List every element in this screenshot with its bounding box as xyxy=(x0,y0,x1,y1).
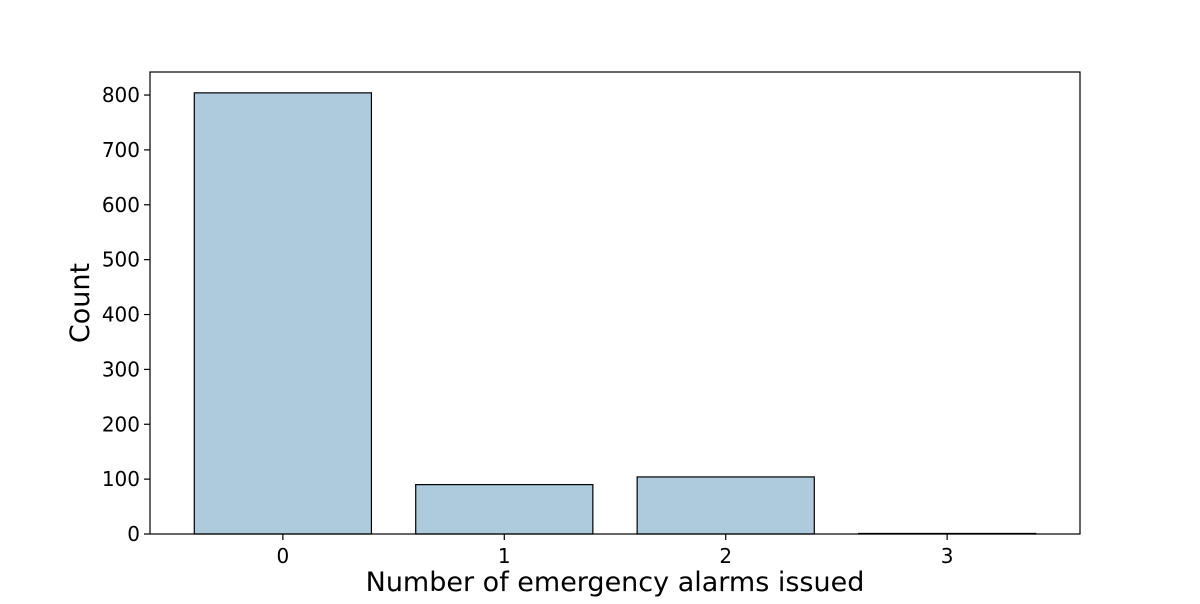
y-axis: 0 100 200 300 400 500 600 700 800 xyxy=(102,83,150,546)
x-tick-label: 3 xyxy=(941,544,954,568)
bars-layer xyxy=(193,92,1037,535)
bar-0 xyxy=(193,92,373,535)
x-tick-label: 1 xyxy=(498,544,511,568)
plot-area-frame xyxy=(149,71,1081,535)
y-tick-label: 600 xyxy=(102,193,140,217)
bar-2 xyxy=(636,476,815,535)
y-tick-label: 800 xyxy=(102,83,140,107)
y-axis-label: Count xyxy=(65,263,96,343)
y-tick-label: 300 xyxy=(102,357,140,381)
y-tick-label: 200 xyxy=(102,412,140,436)
x-axis: 0 1 2 3 xyxy=(276,534,954,568)
y-tick-label: 700 xyxy=(102,138,140,162)
x-axis-label: Number of emergency alarms issued xyxy=(366,567,865,598)
x-tick-label: 2 xyxy=(719,544,732,568)
y-tick-label: 0 xyxy=(127,522,140,546)
y-tick-label: 500 xyxy=(102,248,140,272)
bar-1 xyxy=(415,484,594,535)
x-tick-label: 0 xyxy=(276,544,289,568)
y-tick-label: 400 xyxy=(102,303,140,327)
y-tick-label: 100 xyxy=(102,467,140,491)
